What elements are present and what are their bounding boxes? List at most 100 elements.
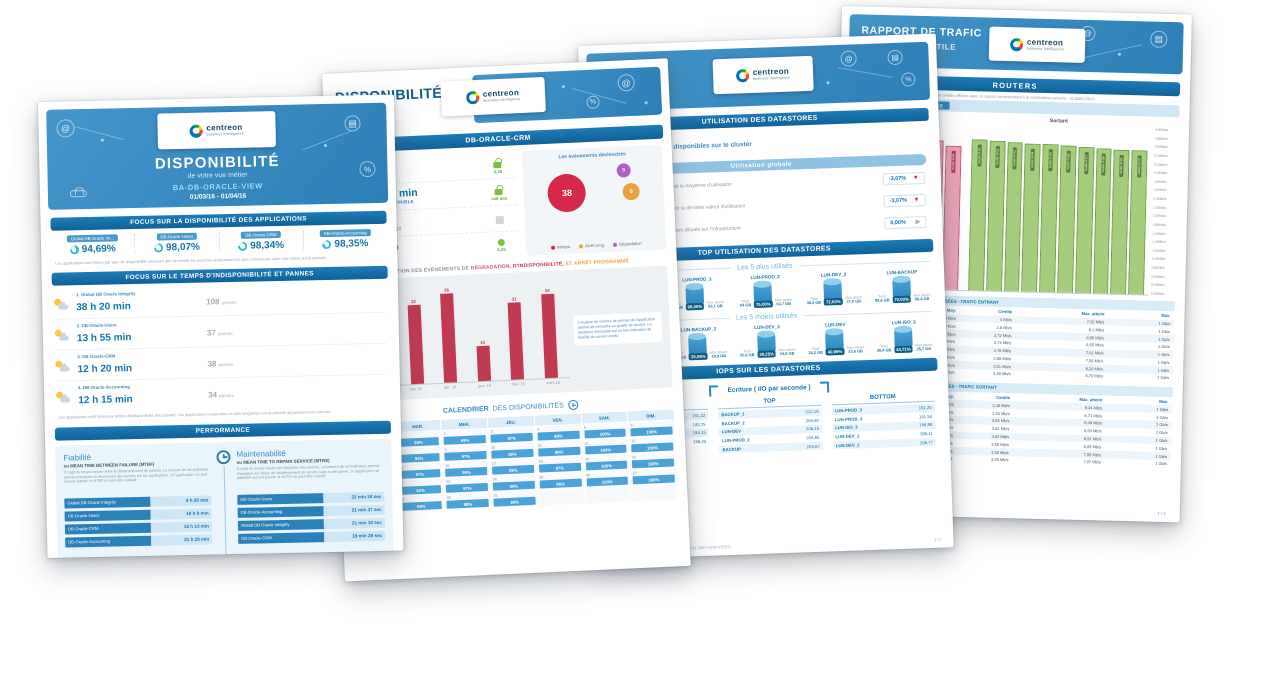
- event-bar: [507, 302, 525, 380]
- evolution-title-indispo: D'INDISPONIBILITÉ,: [511, 261, 565, 270]
- server-rack-icon: ▤: [887, 49, 903, 66]
- iops-value: 194,15: [692, 430, 706, 436]
- calendar-day-cell: 2 99%: [441, 428, 489, 446]
- application-name-chip: DB-Oracle-CRM: [241, 230, 281, 239]
- iops-value: 210,19: [805, 409, 819, 415]
- day-availability: 100%: [631, 442, 674, 453]
- calendar-day-cell: 30 98%: [444, 492, 491, 510]
- downtime-value: 12 h 15 min: [78, 393, 133, 407]
- weekday-label: MAR.: [394, 420, 441, 433]
- chart-bar-slot: router-if-03: [1003, 126, 1024, 292]
- y-axis-tick: 1,60Mb/s: [1152, 231, 1166, 236]
- sortant-bar: router-if-05: [1039, 144, 1059, 293]
- day-availability: 100%: [632, 474, 675, 485]
- calendar-day-cell: 6 100%: [628, 420, 675, 438]
- application-name: Global DB Oracle Integrity: [237, 518, 324, 531]
- datastore-card: LUN-DEV Total 24,2 GB 40,99% Max atteint 2…: [801, 321, 871, 356]
- day-availability: 99%: [445, 466, 488, 477]
- datastore-name: BACKUP_2: [721, 420, 745, 427]
- mtbf-row: DB-Oracle-CRM 15 h 13 min: [64, 521, 213, 535]
- iops-value: 196,11: [919, 430, 933, 437]
- kpi-delta: 0,25: [493, 168, 503, 174]
- day-number: [633, 485, 675, 491]
- sortant-bar: router-if-08: [1092, 148, 1112, 294]
- trend-badge: 0,00% ▶: [884, 215, 927, 230]
- mtbf-value: 10 h 9 min: [150, 508, 212, 520]
- chart-bar-slot: router-if-01: [968, 125, 988, 291]
- clock-icon: [216, 449, 231, 465]
- day-availability: 94%: [398, 453, 441, 463]
- cell-max-atteint: 7,07 Mb/s: [1083, 459, 1101, 465]
- datastore-card: LUN-DEV_3 Total 20,6 GB 38,25% Max attein…: [733, 323, 803, 358]
- bar-value: 31: [511, 296, 517, 302]
- failure-unit: pannes: [221, 300, 237, 306]
- mtbf-value: 21 h 29 min: [150, 534, 213, 546]
- mtrs-row: DB-Oracle-Users 22 min 34 sec: [237, 491, 385, 505]
- y-axis-tick: 3,80Mb/s: [1154, 136, 1169, 141]
- datastore-name: LUN-DEV_2: [820, 271, 847, 278]
- kpi-delta: 0,25: [497, 246, 506, 253]
- chart-bar-slot: router-if-02: [986, 126, 1006, 291]
- max-value: 53,1 GB: [708, 303, 723, 309]
- failure-count: 108: [206, 297, 220, 307]
- centreon-logomark-icon: [465, 90, 480, 105]
- mtbf-column: Fiabilité ou MEAN TIME BETWEEN FAILURE (…: [63, 450, 213, 558]
- day-availability: 100%: [630, 426, 673, 437]
- failure-unit: pannes: [219, 393, 234, 399]
- application-rank-label: 2. DB-Oracle-Users: [76, 322, 117, 329]
- usage-percent-badge: 72,00%: [823, 297, 843, 306]
- y-axis-tick: 3,40Mb/s: [1154, 153, 1168, 158]
- chart-bar-slot: router-if-06: [1057, 127, 1077, 293]
- kpi-text: est la dernière valeur d'utilisation: [672, 203, 746, 212]
- downtime-value: 13 h 55 min: [76, 331, 132, 345]
- mtrs-value: 22 min 34 sec: [323, 491, 385, 503]
- datastore-name: LUN-ISO_3: [835, 424, 858, 431]
- y-axis-tick: 2,60Mb/s: [1153, 188, 1167, 193]
- datastore-name: LUN-BACKUP: [886, 269, 918, 276]
- day-availability: 97%: [446, 482, 489, 493]
- bar-value: 36: [443, 287, 450, 293]
- iops-value: 191,54: [918, 413, 933, 420]
- network-dot-icon: [323, 143, 328, 148]
- calendar-day-cell: 1 99%: [395, 431, 442, 449]
- mtrs-column: Maintenabilité ou MEAN TIME TO REPAIR SE…: [236, 447, 386, 558]
- event-bar: [476, 346, 491, 382]
- mtrs-value: 19 min 28 sec: [323, 530, 386, 542]
- mtbf-row: Global DB Oracle Integrity 4 h 20 min: [64, 495, 212, 509]
- iops-value: 193,75: [692, 421, 706, 428]
- datastore-name: LUN-DEV: [721, 429, 742, 435]
- centreon-logomark-icon: [735, 69, 750, 83]
- sortant-bar: router-if-04: [1021, 143, 1041, 292]
- day-availability: 97%: [538, 462, 581, 473]
- event-bar: [440, 293, 458, 383]
- evolution-title-arret: ET ARRÊT PROGRAMMÉ: [563, 258, 630, 268]
- divider: [223, 465, 227, 558]
- y-axis-tick: 2,40Mb/s: [1153, 196, 1167, 201]
- bubble-degradation: 0: [616, 163, 631, 178]
- crane-icon: [819, 381, 830, 392]
- day-availability: 98%: [446, 498, 489, 509]
- y-axis-tick: 0,80Mb/s: [1151, 265, 1165, 270]
- iops-table-rows: LUN-PROD_3 191,20 LUN-PROD_3 191,54 LUN-…: [831, 403, 937, 450]
- trend-value: -3,07%: [888, 175, 907, 183]
- chart-bar-slot: 31: [507, 280, 525, 380]
- percent-icon: %: [586, 95, 600, 110]
- failure-count: 34: [208, 390, 218, 400]
- x-axis-tick: mars 16: [546, 380, 560, 386]
- availability-value: 98,35%: [334, 238, 369, 250]
- datastore-card: LUN-DEV_2 Total 38,3 GB 72,00% Max attein…: [799, 271, 869, 306]
- mtrs-rows: DB-Oracle-Users 22 min 34 sec DB-Oracle-…: [237, 491, 386, 544]
- iops-value: 196,77: [919, 439, 934, 445]
- y-axis: 4,00Mb/s 3,80Mb/s 3,60Mb/s 3,40Mb/s 3,20Mb/s…: [1148, 128, 1179, 297]
- calendar-day-cell: 5 100%: [581, 422, 629, 440]
- at-icon: @: [617, 73, 636, 92]
- weekday-label: SAM.: [581, 411, 628, 424]
- datastore-name: LUN-DEV: [825, 321, 846, 328]
- cell-centile: 3,35 Mb/s: [990, 457, 1009, 463]
- max-value: 19,8 GB: [779, 350, 795, 357]
- datastore-name: LUN-PROD_2: [722, 437, 750, 444]
- sortant-bar: router-if-09: [1110, 149, 1130, 295]
- centreon-logo: centreon business intelligence: [712, 55, 814, 95]
- calendar-day-cell: 22 92%: [397, 478, 444, 497]
- iops-value: 204,65: [806, 434, 820, 441]
